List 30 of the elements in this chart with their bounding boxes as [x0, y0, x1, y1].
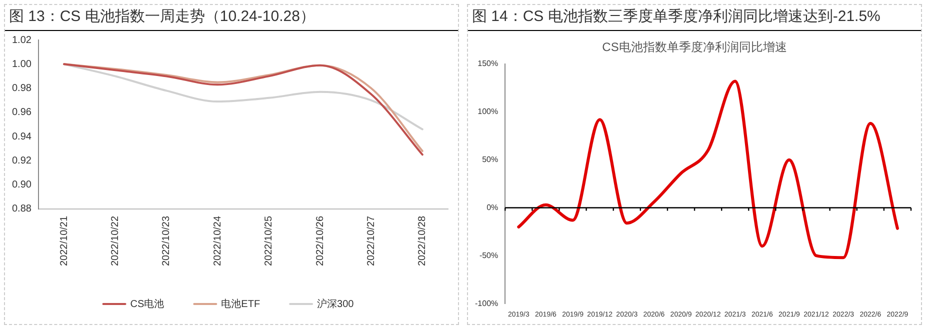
y-tick-label: 0%: [486, 202, 498, 212]
chart-subtitle: CS电池指数单季度净利润同比增速: [601, 39, 788, 56]
y-tick-label: 0.96: [12, 107, 32, 118]
y-tick-label: 0.98: [12, 83, 32, 94]
y-tick-label: -100%: [475, 298, 498, 308]
x-tick-label: 2022/10/25: [264, 216, 275, 266]
y-tick-label: 1.00: [12, 58, 32, 70]
line-series: [517, 80, 899, 260]
y-tick-label: 100%: [478, 107, 498, 116]
chart-title: 图 13：CS 电池指数一周走势（10.24-10.28）: [5, 5, 458, 31]
y-tick-label: 0.88: [12, 204, 32, 215]
legend-label: 沪深300: [317, 298, 354, 310]
y-tick-label: 1.02: [12, 34, 32, 46]
y-tick-label: 0.92: [12, 155, 32, 166]
y-tick-label: 0.90: [12, 180, 32, 191]
x-tick-label: 2022/10/26: [314, 216, 326, 266]
x-tick-label: 2022/10/27: [366, 216, 377, 266]
y-tick-label: -50%: [479, 250, 498, 260]
x-tick-label: 2022/10/24: [212, 216, 224, 266]
legend-label: CS电池: [130, 298, 164, 310]
x-tick-label: 2022/10/28: [417, 216, 428, 266]
y-tick-label: 50%: [482, 155, 498, 164]
x-tick-label: 2022/10/23: [161, 216, 172, 266]
x-tick-label: 2022/10/21: [58, 216, 70, 266]
legend-label: 电池ETF: [221, 298, 260, 310]
line-series: [63, 63, 424, 130]
y-tick-label: 0.94: [12, 131, 32, 142]
x-tick-label: 2022/10/22: [110, 216, 121, 266]
chart-title: 图 14：CS 电池指数三季度单季度净利润同比增速达到-21.5%: [468, 5, 921, 31]
y-tick-label: 150%: [478, 59, 498, 68]
